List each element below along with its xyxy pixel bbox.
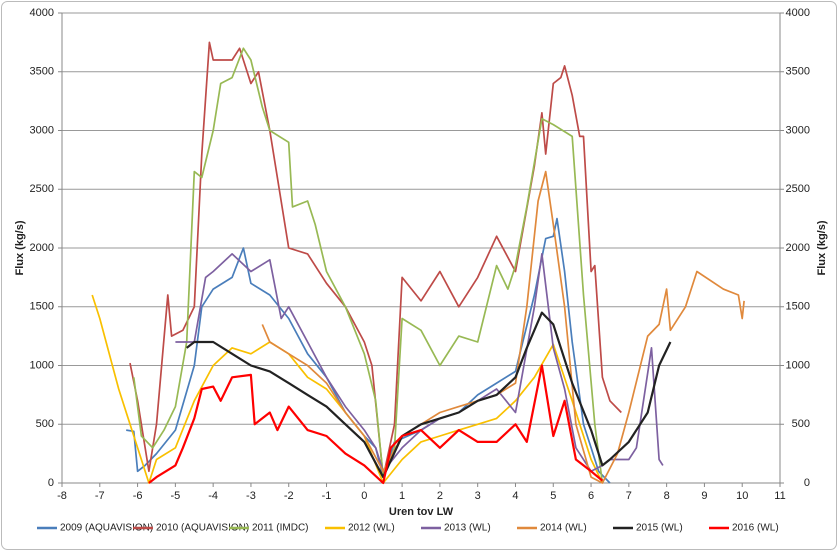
legend-label: 2012 (WL) <box>348 523 395 534</box>
series-line <box>261 170 745 484</box>
x-tick-label: -1 <box>322 490 332 502</box>
x-tick-label: 2 <box>437 490 443 502</box>
x-tick-label: -5 <box>170 490 180 502</box>
legend-label: 2015 (WL) <box>636 523 683 534</box>
y-tick-label: 0 <box>48 477 54 489</box>
legend-label: 2009 (AQUAVISION) <box>60 523 153 534</box>
y-tick-label: 3000 <box>30 124 54 136</box>
y2-tick-label: 1500 <box>786 301 810 313</box>
x-tick-label: 4 <box>512 490 518 502</box>
y2-tick-label: 3000 <box>786 124 810 136</box>
y2-tick-label: 3500 <box>786 66 810 78</box>
x-tick-label: -4 <box>208 490 218 502</box>
legend-label: 2011 (IMDC) <box>252 523 309 534</box>
y-tick-label: 2000 <box>30 242 54 254</box>
y-tick-label: 4000 <box>30 7 54 19</box>
x-tick-label: 1 <box>399 490 405 502</box>
legend-label: 2013 (WL) <box>444 523 491 534</box>
x-tick-label: -8 <box>57 490 67 502</box>
y2-tick-label: 1000 <box>786 359 810 371</box>
y-tick-label: 3500 <box>30 66 54 78</box>
x-tick-label: -7 <box>95 490 105 502</box>
y-tick-label: 2500 <box>30 183 54 195</box>
y-axis-title: Flux (kg/s) <box>14 220 26 275</box>
y2-tick-label: 500 <box>792 418 810 430</box>
x-tick-label: -2 <box>284 490 294 502</box>
series-line <box>148 364 604 485</box>
x-tick-label: 5 <box>550 490 556 502</box>
y-tick-label: 1500 <box>30 301 54 313</box>
y-tick-label: 500 <box>36 418 54 430</box>
y2-tick-label: 2500 <box>786 183 810 195</box>
series-line <box>132 47 604 484</box>
y2-tick-label: 0 <box>804 477 810 489</box>
y2-tick-label: 4000 <box>786 7 810 19</box>
x-tick-label: 6 <box>588 490 594 502</box>
x-tick-label: 0 <box>361 490 367 502</box>
x-tick-label: -3 <box>246 490 256 502</box>
y2-axis-title: Flux (kg/s) <box>816 220 828 275</box>
legend-label: 2010 (AQUAVISION) <box>156 523 249 534</box>
x-tick-label: -6 <box>133 490 143 502</box>
y2-tick-label: 2000 <box>786 242 810 254</box>
x-tick-label: 10 <box>736 490 748 502</box>
x-tick-label: 11 <box>774 490 785 502</box>
y-tick-label: 1000 <box>30 359 54 371</box>
legend-label: 2014 (WL) <box>540 523 587 534</box>
x-tick-label: 8 <box>664 490 670 502</box>
x-tick-label: 9 <box>701 490 707 502</box>
legend-label: 2016 (WL) <box>732 523 779 534</box>
x-tick-label: 7 <box>626 490 632 502</box>
x-tick-label: 3 <box>475 490 481 502</box>
series-line <box>186 311 672 479</box>
x-axis-title: Uren tov LW <box>389 506 454 518</box>
